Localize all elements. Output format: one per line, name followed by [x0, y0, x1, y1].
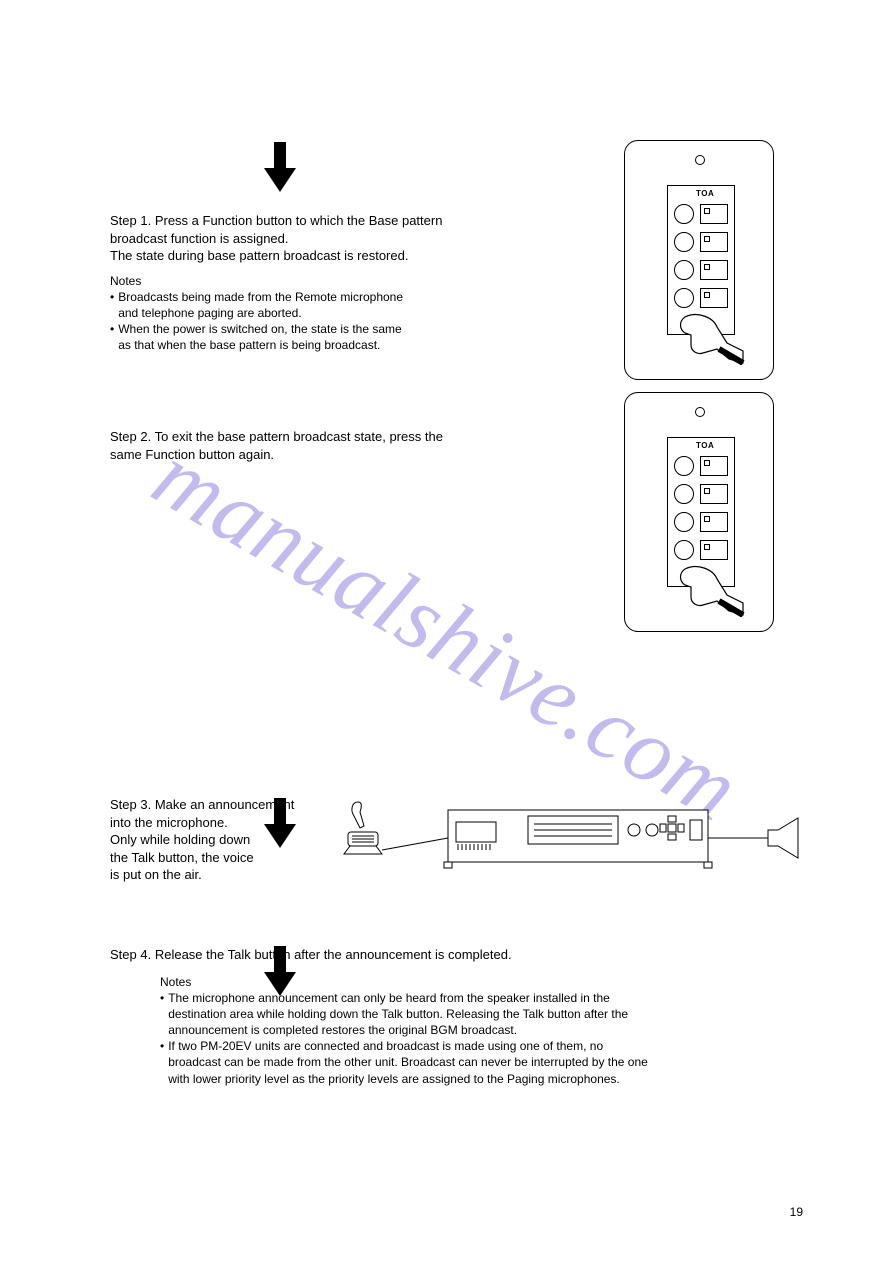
step-2: Step 2. To exit the base pattern broadca… — [110, 428, 580, 463]
panel-button-2 — [674, 484, 694, 504]
step-4-note-2-bullet: • — [160, 1038, 164, 1087]
step-1-note-1: Broadcasts being made from the Remote mi… — [118, 289, 403, 321]
panel-buttons — [674, 204, 728, 308]
step-1-text: Press a Function button to which the Bas… — [110, 213, 442, 263]
step-4-note-1-bullet: • — [160, 990, 164, 1039]
screw-hole-icon — [695, 155, 705, 165]
step-3: Step 3. Make an announcement into the mi… — [110, 796, 310, 884]
pointing-hand-icon — [677, 559, 747, 617]
step-1-notes-label: Notes — [110, 273, 580, 289]
step-4-text: Release the Talk button after the announ… — [155, 947, 512, 962]
step-1-note-2-bullet: • — [110, 321, 114, 353]
panel-button-1 — [674, 204, 694, 224]
panel-button-4 — [674, 288, 694, 308]
step-1-note-1-bullet: • — [110, 289, 114, 321]
page-number: 19 — [790, 1205, 803, 1219]
device-chain-illustration — [338, 798, 808, 880]
speaker-icon — [768, 818, 798, 858]
step-2-text: To exit the base pattern broadcast state… — [110, 429, 443, 462]
step-4-notes-label: Notes — [160, 974, 770, 990]
step-4: Step 4. Release the Talk button after th… — [110, 946, 770, 1087]
step-1-note-2: When the power is switched on, the state… — [118, 321, 401, 353]
step-1: Step 1. Press a Function button to which… — [110, 212, 580, 354]
panel-brand-label: TOA — [696, 441, 714, 450]
panel-button-3 — [674, 260, 694, 280]
panel-button-4 — [674, 540, 694, 560]
panel-button-1 — [674, 456, 694, 476]
step-3-number: Step 3. — [110, 797, 151, 812]
panel-buttons — [674, 456, 728, 560]
wall-panel-illustration-2: TOA — [624, 392, 774, 632]
step-2-number: Step 2. — [110, 429, 151, 444]
panel-button-2 — [674, 232, 694, 252]
panel-brand-label: TOA — [696, 189, 714, 198]
microphone-icon — [344, 802, 382, 854]
panel-button-3 — [674, 512, 694, 532]
step-4-note-2: If two PM-20EV units are connected and b… — [168, 1038, 648, 1087]
screw-hole-icon — [695, 407, 705, 417]
arrow-down-icon — [262, 142, 298, 192]
step-4-number: Step 4. — [110, 947, 151, 962]
step-4-note-1: The microphone announcement can only be … — [168, 990, 628, 1039]
amplifier-icon — [444, 810, 712, 868]
step-1-number: Step 1. — [110, 213, 151, 228]
wall-panel-illustration-1: TOA — [624, 140, 774, 380]
pointing-hand-icon — [677, 307, 747, 365]
